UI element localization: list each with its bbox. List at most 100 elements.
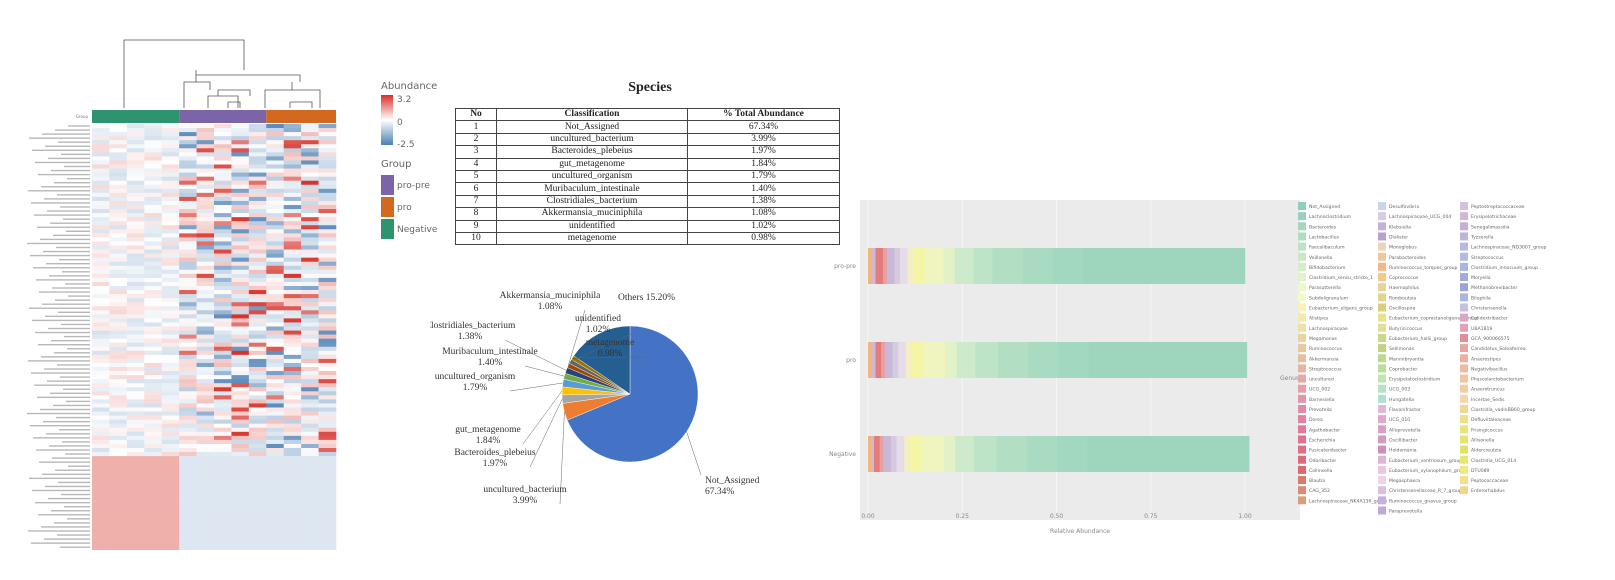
heatmap-cell xyxy=(161,411,180,416)
genus-legend-swatch xyxy=(1378,455,1386,464)
heatmap-cell xyxy=(161,338,180,343)
heatmap-cell xyxy=(161,541,180,546)
table-row: 7 Clostridiales_bacterium 1.38% xyxy=(455,194,840,209)
heatmap-cell xyxy=(231,342,250,348)
heatmap-row-labels xyxy=(27,125,90,548)
heatmap-cell xyxy=(248,468,267,473)
heatmap-cell xyxy=(92,205,110,210)
heatmap-cell xyxy=(301,298,319,303)
heatmap-cell xyxy=(266,346,285,352)
genus-legend-label: Anaerostipes xyxy=(1471,356,1502,362)
heatmap-cell xyxy=(92,504,110,510)
genus-legend-swatch xyxy=(1378,405,1386,413)
genus-legend-label: Erysipelotrichaceae xyxy=(1471,214,1516,220)
table-cell: 1.08% xyxy=(687,207,840,221)
heatmap-cell xyxy=(318,261,337,267)
heatmap-cell xyxy=(318,443,337,449)
heatmap-cell xyxy=(126,427,145,433)
heatmap-row-label-mark xyxy=(33,437,90,439)
genus-legend: Genus Not_AssignedLachnoclostridiumBacte… xyxy=(1280,202,1546,515)
heatmap-cell xyxy=(248,229,267,234)
heatmap-cell xyxy=(248,241,267,246)
heatmap-cell xyxy=(283,338,302,343)
table-cell: Not_Assigned xyxy=(496,120,688,134)
abundance-legend-title: Abundance xyxy=(381,81,437,92)
heatmap-cell xyxy=(231,290,250,295)
heatmap-cell xyxy=(231,269,250,275)
heatmap-cell xyxy=(126,375,145,380)
genus-legend-swatch xyxy=(1298,344,1306,353)
heatmap-cell xyxy=(109,488,128,493)
heatmap-cell xyxy=(109,241,128,246)
heatmap-cell xyxy=(266,516,285,522)
heatmap-cell xyxy=(214,261,232,267)
heatmap-cell xyxy=(161,492,180,497)
heatmap-cell xyxy=(283,403,302,408)
heatmap-cell xyxy=(301,148,319,153)
genus-legend-label: UCG_010 xyxy=(1389,417,1410,423)
heatmap-cell xyxy=(126,488,145,493)
heatmap-cell xyxy=(231,310,250,315)
heatmap-cell xyxy=(92,225,110,230)
heatmap-cell xyxy=(301,456,319,461)
heatmap-cell xyxy=(179,290,197,295)
heatmap-cell xyxy=(318,290,337,295)
heatmap-cell xyxy=(231,200,250,206)
heatmap-cell xyxy=(266,533,285,538)
bar-segment xyxy=(955,436,975,472)
genus-legend-swatch xyxy=(1460,384,1468,393)
heatmap-cell xyxy=(248,488,267,493)
heatmap-cell xyxy=(283,452,302,457)
heatmap-cell xyxy=(318,273,337,279)
heatmap-cell xyxy=(92,423,110,429)
x-axis-tick-label: 0.75 xyxy=(1144,513,1158,520)
heatmap-cell xyxy=(161,545,180,550)
genus-legend-label: Fusicatenibacter xyxy=(1309,448,1347,454)
heatmap-cell xyxy=(283,476,302,481)
heatmap-cell xyxy=(196,253,215,258)
genus-legend-label: Megasphaera xyxy=(1389,478,1420,484)
heatmap-cell xyxy=(214,354,232,360)
heatmap-cell xyxy=(92,176,110,181)
heatmap-cell xyxy=(161,225,180,230)
genus-legend-swatch xyxy=(1460,303,1468,312)
heatmap-cell xyxy=(92,209,110,214)
heatmap-cell xyxy=(92,488,110,493)
heatmap-cell xyxy=(161,448,180,453)
heatmap-cell xyxy=(144,277,163,283)
heatmap-cell xyxy=(92,452,110,457)
heatmap-cell xyxy=(301,504,319,510)
heatmap-cell xyxy=(283,419,302,424)
heatmap-cell xyxy=(179,152,197,157)
heatmap-cell xyxy=(318,326,337,331)
group-bar-segment xyxy=(179,110,267,123)
heatmap-cell xyxy=(179,322,197,327)
pie-label-percent: 0.98% xyxy=(598,349,623,359)
group-legend-swatch xyxy=(381,197,394,217)
heatmap-cell xyxy=(92,468,110,473)
heatmap-cell xyxy=(92,253,110,258)
heatmap-cell xyxy=(92,496,110,501)
heatmap-cell xyxy=(126,371,145,376)
heatmap-cell xyxy=(161,367,180,372)
genus-legend-swatch xyxy=(1460,476,1468,485)
heatmap-cell xyxy=(266,164,285,169)
heatmap-row-label-mark xyxy=(62,441,90,443)
heatmap-cell xyxy=(266,423,285,429)
heatmap-cell xyxy=(301,500,319,505)
heatmap-cell xyxy=(318,314,337,319)
heatmap-cell xyxy=(214,362,232,368)
heatmap-cell xyxy=(248,192,267,198)
heatmap-cell xyxy=(144,371,163,376)
heatmap-cell xyxy=(283,472,302,477)
heatmap-row-label-mark xyxy=(38,514,90,516)
heatmap-cell xyxy=(248,290,267,295)
genus-legend-swatch xyxy=(1460,425,1468,434)
heatmap-cell xyxy=(283,423,302,429)
heatmap-cell xyxy=(266,326,285,331)
heatmap-cell xyxy=(126,439,145,445)
heatmap-cell xyxy=(283,508,302,514)
table-cell: 1.79% xyxy=(687,169,840,184)
heatmap-cell xyxy=(179,423,197,429)
heatmap-cell xyxy=(92,160,110,165)
